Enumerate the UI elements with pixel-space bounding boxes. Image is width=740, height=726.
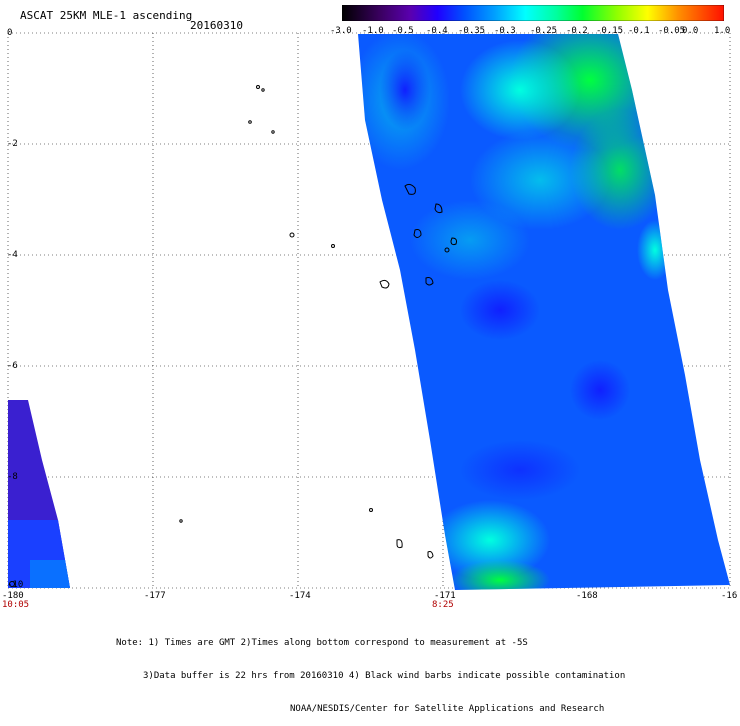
colorbar-label: -0.4 (426, 26, 448, 36)
colorbar-label: 1.0 (714, 26, 731, 36)
y-tick-1: -2 (7, 139, 18, 149)
ascat-swath (358, 34, 730, 590)
colorbar-label: 0.0 (682, 26, 699, 36)
x-tick-5: -16 (721, 591, 738, 601)
x-tick-1: -177 (144, 591, 166, 601)
left-swath (8, 400, 70, 588)
colorbar-label: -0.35 (458, 26, 486, 36)
x-tick-2: -174 (289, 591, 311, 601)
island-outlines (9, 85, 457, 587)
x-tick-3: -171 (434, 591, 456, 601)
y-tick-5: -10 (7, 580, 24, 590)
note-line-1: Note: 1) Times are GMT 2)Times along bot… (116, 638, 528, 648)
colorbar (342, 5, 724, 21)
colorbar-label: -0.5 (392, 26, 414, 36)
colorbar-label: -0.3 (494, 26, 516, 36)
wind-map (7, 32, 731, 590)
colorbar-label: -0.15 (596, 26, 624, 36)
colorbar-label: -0.25 (530, 26, 558, 36)
map-title: ASCAT 25KM MLE-1 ascending (20, 9, 193, 22)
y-tick-3: -6 (7, 361, 18, 371)
colorbar-labels: -3.0 -1.0 -0.5 -0.4 -0.35 -0.3 -0.25 -0.2 -0.15-… (330, 26, 740, 38)
x-tick-4: -168 (576, 591, 598, 601)
colorbar-label: -0.1 (628, 26, 650, 36)
y-tick-0: 0 (7, 28, 13, 38)
colorbar-label: -1.0 (362, 26, 384, 36)
x-tick-0: -180 (2, 591, 24, 601)
note-line-2: 3)Data buffer is 22 hrs from 20160310 4)… (143, 671, 626, 681)
time-label-right: 8:25 (432, 600, 454, 610)
colorbar-label: -3.0 (330, 26, 352, 36)
time-label-left: 10:05 (2, 600, 30, 610)
note-line-3: NOAA/NESDIS/Center for Satellite Applica… (290, 704, 605, 714)
colorbar-label: -0.05 (658, 26, 686, 36)
y-tick-4: -8 (7, 472, 18, 482)
y-tick-2: -4 (7, 250, 18, 260)
map-date: 20160310 (190, 19, 243, 32)
footnote: Note: 1) Times are GMT 2)Times along bot… (116, 616, 625, 726)
colorbar-label: -0.2 (566, 26, 588, 36)
